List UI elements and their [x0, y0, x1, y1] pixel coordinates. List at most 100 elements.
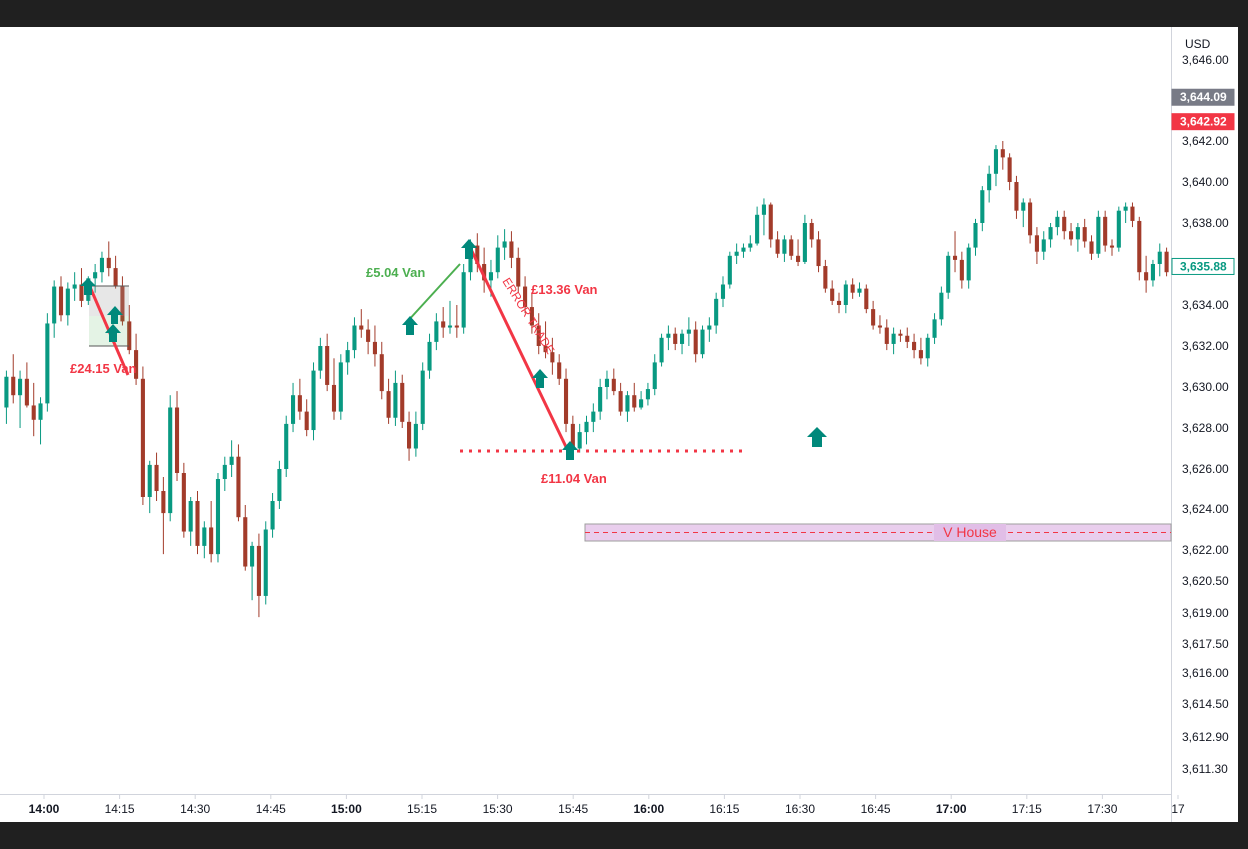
candle-up: [338, 362, 343, 412]
candle-up: [741, 247, 746, 252]
time-tick-label: 16:15: [709, 802, 739, 816]
candle-down: [379, 354, 384, 392]
trade3-trend-line[interactable]: [466, 242, 570, 452]
candle-down: [325, 346, 330, 385]
time-axis[interactable]: 14:00 14:15 14:30 14:45 15:00 15:15 15:30 15:45…: [29, 795, 1185, 816]
candle-down: [871, 309, 876, 326]
candle-down: [161, 491, 166, 514]
candle-down: [58, 286, 64, 316]
trade2-trend-line[interactable]: [405, 263, 461, 324]
trade4-pnl-label: £11.04 Van: [541, 471, 607, 486]
candle-up: [250, 545, 255, 567]
candles-layer: [4, 141, 1169, 618]
candle-down: [632, 395, 637, 408]
candle-down: [1062, 216, 1067, 232]
candle-down: [523, 286, 528, 308]
candle-up: [413, 423, 418, 449]
candle-up: [666, 333, 671, 338]
candle-down: [297, 395, 302, 412]
candle-up: [679, 333, 685, 344]
candle-up: [270, 501, 275, 530]
candle-down: [1068, 231, 1074, 240]
candle-up: [584, 421, 589, 433]
candle-down: [912, 341, 917, 351]
candle-up: [229, 456, 234, 465]
candle-up: [345, 350, 350, 363]
candle-up: [932, 319, 937, 338]
trade1-trend-line[interactable]: [85, 279, 130, 376]
candle-up: [263, 529, 268, 596]
price-tick-label: 3,642.00: [1182, 134, 1229, 148]
candle-up: [18, 378, 23, 396]
candle-up: [427, 341, 432, 371]
chart-panel[interactable]: V House £24.15 Van £5.04 Van £13.36: [0, 27, 1238, 822]
candle-up: [700, 329, 705, 355]
price-axis[interactable]: 3,646.003,644.003,642.003,640.003,638.00…: [1182, 53, 1229, 776]
candle-down: [823, 266, 828, 289]
candle-down: [366, 329, 371, 342]
candle-down: [140, 378, 145, 497]
candle-down: [1007, 157, 1012, 182]
candle-down: [79, 284, 84, 301]
candle-up: [284, 423, 289, 469]
candle-up: [488, 272, 494, 281]
candle-down: [1089, 241, 1094, 254]
candle-down: [509, 241, 514, 258]
candle-up: [707, 325, 712, 330]
price-tick-label: 3,614.50: [1182, 697, 1229, 711]
candle-down: [1137, 220, 1142, 273]
candle-down: [1000, 149, 1005, 158]
candle-up: [645, 389, 650, 400]
candle-down: [154, 464, 159, 491]
candle-up: [393, 382, 398, 418]
candle-down: [952, 255, 958, 260]
candle-down: [836, 300, 842, 305]
time-tick-label: 17:30: [1087, 802, 1117, 816]
candle-up: [925, 337, 930, 359]
time-tick-label: 15:00: [331, 802, 362, 816]
price-tick-label: 3,617.50: [1182, 637, 1229, 651]
currency-label[interactable]: USD: [1185, 37, 1211, 51]
candlestick-chart[interactable]: V House £24.15 Van £5.04 Van £13.36: [0, 27, 1238, 822]
candle-up: [734, 251, 739, 256]
candle-down: [441, 321, 446, 328]
price-tick-label: 3,640.00: [1182, 175, 1229, 189]
candle-up: [1048, 227, 1053, 240]
candle-down: [482, 264, 487, 281]
price-tick-label: 3,612.90: [1182, 730, 1229, 744]
candle-down: [693, 329, 698, 355]
candle-down: [905, 335, 910, 342]
candle-up: [311, 370, 316, 431]
candle-down: [809, 223, 814, 240]
candle-up: [1021, 202, 1026, 211]
candle-up: [168, 407, 173, 514]
candle-up: [755, 214, 760, 244]
v-house-zone[interactable]: V House: [584, 523, 1172, 542]
candle-down: [550, 352, 555, 363]
candle-up: [93, 272, 98, 279]
price-tick-label: 3,619.00: [1182, 606, 1229, 620]
candle-up: [222, 464, 227, 479]
candle-down: [673, 333, 678, 344]
time-tick-label: 16:45: [861, 802, 891, 816]
candle-down: [1082, 227, 1087, 242]
buy-arrow-icon: [532, 369, 548, 388]
candle-up: [447, 325, 453, 328]
candle-down: [24, 378, 29, 406]
candle-down: [243, 517, 248, 567]
candle-down: [372, 341, 377, 355]
candle-down: [884, 327, 889, 344]
candle-down: [400, 382, 405, 422]
candle-up: [1041, 239, 1046, 252]
candle-up: [980, 190, 985, 223]
price-tick-label: 3,646.00: [1182, 53, 1229, 67]
candle-down: [134, 350, 139, 379]
price-tick-label: 3,624.00: [1182, 502, 1229, 516]
bottom-frame-bar: [0, 822, 1248, 849]
candle-up: [782, 239, 787, 254]
buy-arrow-icon: [80, 278, 96, 295]
candle-up: [461, 272, 466, 328]
candle-down: [611, 378, 616, 392]
buy-arrow-icon: [107, 306, 123, 324]
candle-down: [864, 288, 869, 310]
